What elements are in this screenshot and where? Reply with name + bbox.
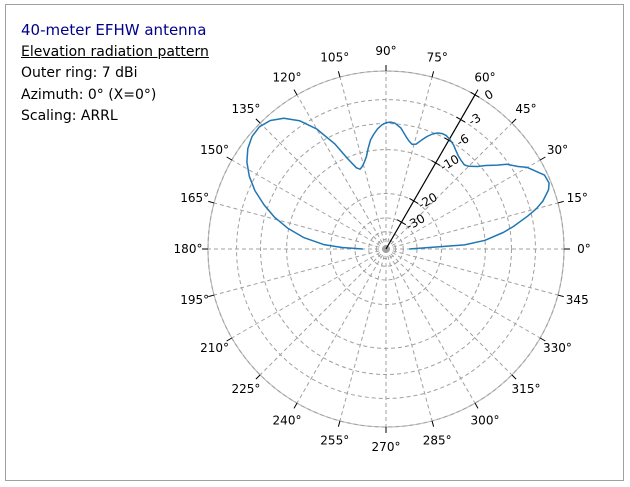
angle-label-315: 315° (512, 382, 541, 396)
angle-label-300: 300° (471, 413, 500, 427)
angle-tick-150 (226, 156, 233, 161)
angle-tick-165 (208, 200, 215, 204)
angle-label-225: 225° (232, 382, 261, 396)
angle-tick-345 (557, 294, 564, 298)
angle-label-180: 180° (174, 242, 203, 256)
angle-tick-15 (557, 200, 564, 204)
spoke-285 (385, 248, 433, 422)
angle-tick-195 (208, 294, 215, 298)
radial-label-4: -20 (416, 190, 440, 212)
angle-tick-105 (337, 71, 341, 78)
spoke-150 (231, 159, 387, 250)
spoke-300 (385, 248, 476, 404)
angle-label-120: 120° (273, 71, 302, 85)
angle-tick-75 (431, 71, 435, 78)
azimuth-label: Azimuth: 0° (X=0°) (21, 86, 157, 103)
spoke-195 (213, 248, 387, 296)
radial-tick-0 (470, 91, 480, 98)
radial-tick-5 (396, 219, 407, 226)
angle-tick-255 (337, 420, 341, 427)
spoke-45 (385, 122, 513, 250)
angle-label-60: 60° (474, 71, 495, 85)
angle-tick-135 (255, 118, 261, 124)
spoke-345 (385, 248, 559, 296)
angle-tick-330 (539, 337, 546, 342)
angle-tick-300 (474, 402, 479, 409)
angle-tick-210 (226, 337, 233, 342)
radial-label-1: -3 (466, 111, 483, 129)
spoke-15 (385, 202, 559, 250)
radial-tick-3 (431, 159, 441, 166)
angle-label-195: 195° (180, 293, 209, 307)
angle-label-270: 270° (372, 440, 401, 454)
angle-label-240: 240° (273, 413, 302, 427)
radial-label-5: -30 (404, 211, 428, 233)
angle-label-135: 135° (232, 102, 261, 116)
chart-title: 40-meter EFHW antenna (21, 21, 207, 39)
angle-label-150: 150° (200, 143, 229, 157)
radial-label-2: -6 (454, 131, 471, 149)
plot-frame (5, 4, 624, 481)
info-panel: 40-meter EFHW antenna Elevation radiatio… (21, 20, 209, 128)
angle-label-15: 15° (567, 191, 588, 205)
angle-tick-285 (431, 420, 435, 427)
scaling-label: Scaling: ARRL (21, 108, 118, 124)
spoke-30 (385, 159, 541, 250)
angle-label-105: 105° (320, 51, 349, 65)
spoke-240 (296, 248, 387, 404)
spoke-75 (385, 76, 433, 250)
radial-axis-line (385, 94, 476, 250)
angle-tick-60 (474, 89, 479, 96)
angle-label-210: 210° (200, 341, 229, 355)
pattern-line-0 (246, 117, 550, 250)
angle-label-0: 0° (577, 242, 591, 256)
angle-label-255: 255° (320, 433, 349, 447)
angle-label-75: 75° (427, 51, 448, 65)
angle-label-90: 90° (375, 44, 396, 58)
spoke-135 (259, 122, 387, 250)
spoke-315 (385, 248, 513, 376)
ring-4 (329, 192, 443, 306)
spoke-165 (213, 202, 387, 250)
angle-tick-225 (255, 374, 261, 380)
angle-label-345: 345 (566, 293, 589, 307)
angle-label-330: 330° (543, 341, 572, 355)
spoke-105 (339, 76, 387, 250)
angle-tick-30 (539, 156, 546, 161)
chart-subtitle: Elevation radiation pattern (21, 43, 209, 60)
angle-label-285: 285° (423, 433, 452, 447)
spoke-330 (385, 248, 541, 339)
radial-tick-4 (409, 197, 419, 204)
angle-label-45: 45° (515, 102, 536, 116)
angle-tick-120 (293, 89, 298, 96)
outer-ring-label: Outer ring: 7 dBi (21, 65, 138, 81)
spoke-225 (259, 248, 387, 376)
angle-tick-315 (511, 374, 517, 380)
spoke-255 (339, 248, 387, 422)
angle-tick-240 (293, 402, 298, 409)
spoke-120 (296, 94, 387, 250)
radial-tick-1 (456, 116, 466, 123)
angle-label-165: 165° (180, 191, 209, 205)
angle-label-30: 30° (547, 143, 568, 157)
spoke-210 (231, 248, 387, 339)
angle-tick-45 (511, 118, 517, 124)
